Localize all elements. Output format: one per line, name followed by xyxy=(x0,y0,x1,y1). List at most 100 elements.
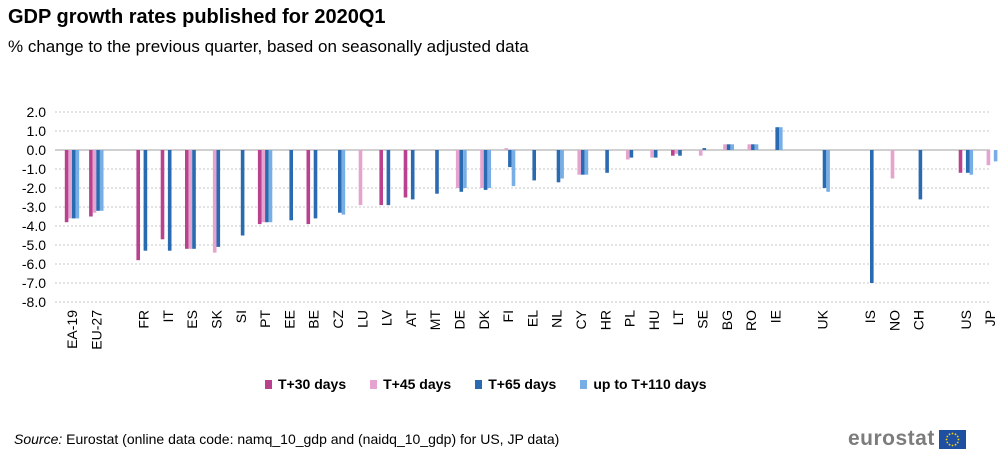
bar-cz-series-4 xyxy=(341,150,346,215)
x-tick-label: PT xyxy=(257,310,273,328)
y-tick-label: -8.0 xyxy=(22,294,46,310)
bar-fi-series-3 xyxy=(508,150,512,168)
bar-se-series-3 xyxy=(702,148,707,150)
bar-it-series-1 xyxy=(160,150,165,240)
flag-star xyxy=(956,441,959,443)
bar-lt-series-2 xyxy=(674,150,679,154)
bar-ro-series-2 xyxy=(747,144,752,150)
x-tick-label: IT xyxy=(160,310,176,323)
gdp-bar-chart: 2.0 1.0 0.0 -1.0 -2.0 -3.0 -4.0 -5.0 -6.0 -7.0 -8.… xyxy=(22,104,998,350)
bar-us-series-1 xyxy=(958,150,963,173)
legend-swatch xyxy=(370,379,378,389)
bar-ro-series-4 xyxy=(754,144,759,150)
bar-ea-19-series-2 xyxy=(68,150,72,219)
bar-pt-series-4 xyxy=(268,150,273,223)
source-label: Source: xyxy=(14,431,63,447)
x-tick-label: US xyxy=(958,310,974,329)
x-tick-label: FI xyxy=(500,310,516,322)
legend-item: T+30 days xyxy=(265,376,346,392)
bar-sk-series-3 xyxy=(216,150,221,247)
bar-it-series-3 xyxy=(167,150,172,251)
bar-hu-series-2 xyxy=(650,150,654,158)
x-tick-label: LV xyxy=(379,309,395,326)
bar-ea-19-series-3 xyxy=(72,150,76,219)
bar-us-series-3 xyxy=(965,150,970,173)
bar-hu-series-3 xyxy=(653,150,658,158)
bar-us-series-4 xyxy=(969,150,974,175)
bar-lu-series-2 xyxy=(358,150,363,206)
legend-swatch xyxy=(580,379,588,389)
x-tick-label: RO xyxy=(743,310,759,331)
y-tick-label: -5.0 xyxy=(22,237,46,253)
flag-star xyxy=(957,438,960,440)
y-axis-ticks: 2.0 1.0 0.0 -1.0 -2.0 -3.0 -4.0 -5.0 -6.0 -7.0 -8.… xyxy=(22,104,46,310)
bar-sk-series-2 xyxy=(212,150,217,253)
bar-be-series-3 xyxy=(313,150,318,219)
y-tick-label: 0.0 xyxy=(27,142,47,158)
legend-label: T+45 days xyxy=(383,376,452,392)
flag-star xyxy=(956,435,959,437)
y-tick-label: -4.0 xyxy=(22,218,46,234)
bar-de-series-3 xyxy=(459,150,464,192)
bar-jp-series-4 xyxy=(993,150,998,162)
legend-label: up to T+110 days xyxy=(593,376,707,392)
bar-cy-series-3 xyxy=(581,150,585,175)
x-tick-label: HU xyxy=(646,310,662,330)
x-tick-label: BG xyxy=(719,310,735,330)
x-tick-label: DK xyxy=(476,309,492,329)
x-tick-label: BE xyxy=(306,310,322,329)
x-tick-label: UK xyxy=(815,309,831,329)
legend-label: T+65 days xyxy=(488,376,557,392)
bar-el-series-3 xyxy=(532,150,536,181)
bar-fi-series-4 xyxy=(511,150,516,187)
legend-item: up to T+110 days xyxy=(580,376,707,392)
y-tick-label: -1.0 xyxy=(22,161,46,177)
y-tick-label: -3.0 xyxy=(22,199,46,215)
grid-lines xyxy=(55,111,990,303)
x-axis-ticks: EA-19 EU-27 FR IT ES SK SI PT EE BE CZ LU LV AT MT DE DK… xyxy=(64,309,998,349)
legend-label: T+30 days xyxy=(278,376,347,392)
source-text: Eurostat (online data code: namq_10_gdp … xyxy=(62,431,560,447)
bar-at-series-3 xyxy=(410,150,415,200)
flag-star xyxy=(954,432,957,435)
x-tick-label: EA-19 xyxy=(64,310,80,349)
x-tick-label: MT xyxy=(427,310,443,331)
legend-swatch xyxy=(475,379,483,389)
x-tick-label: IE xyxy=(767,310,783,323)
bar-ea-19-series-1 xyxy=(64,150,69,223)
bar-at-series-1 xyxy=(403,150,408,198)
bar-ie-series-4 xyxy=(779,127,783,150)
y-tick-label: -6.0 xyxy=(22,256,46,272)
x-tick-label: SE xyxy=(695,310,711,329)
bar-eu-27-series-2 xyxy=(92,150,97,213)
bar-bg-series-2 xyxy=(723,144,727,150)
legend-swatch xyxy=(265,379,272,389)
chart-title: GDP growth rates published for 2020Q1 xyxy=(8,6,386,28)
bar-nl-series-3 xyxy=(556,150,561,183)
flag-star xyxy=(946,441,949,443)
flag-star xyxy=(948,443,951,446)
x-tick-label: DE xyxy=(452,310,468,329)
eurostat-logo: eurostat xyxy=(848,427,966,451)
bar-bg-series-3 xyxy=(726,144,731,150)
x-tick-label: NO xyxy=(886,310,902,331)
x-tick-label: CZ xyxy=(330,310,346,329)
chart-subtitle: % change to the previous quarter, based … xyxy=(8,37,529,56)
x-tick-label: PL xyxy=(622,310,638,327)
x-tick-label: CH xyxy=(911,310,927,330)
bar-de-series-4 xyxy=(463,150,467,188)
logo-text: eurostat xyxy=(848,427,935,450)
bar-uk-series-3 xyxy=(822,150,827,188)
bar-lv-series-1 xyxy=(379,150,383,206)
legend: T+30 days T+45 days T+65 days up to T+110 d… xyxy=(265,376,731,392)
bar-bg-series-4 xyxy=(730,144,734,150)
flag-star xyxy=(946,435,949,437)
bar-lv-series-3 xyxy=(386,150,391,206)
flag-star xyxy=(951,432,954,434)
bar-eu-27-series-3 xyxy=(96,150,100,211)
x-tick-label: CY xyxy=(573,309,589,329)
bar-es-series-1 xyxy=(185,150,189,249)
bar-pt-series-3 xyxy=(265,150,269,223)
x-tick-label: SI xyxy=(233,310,249,323)
bar-pt-series-1 xyxy=(257,150,262,225)
